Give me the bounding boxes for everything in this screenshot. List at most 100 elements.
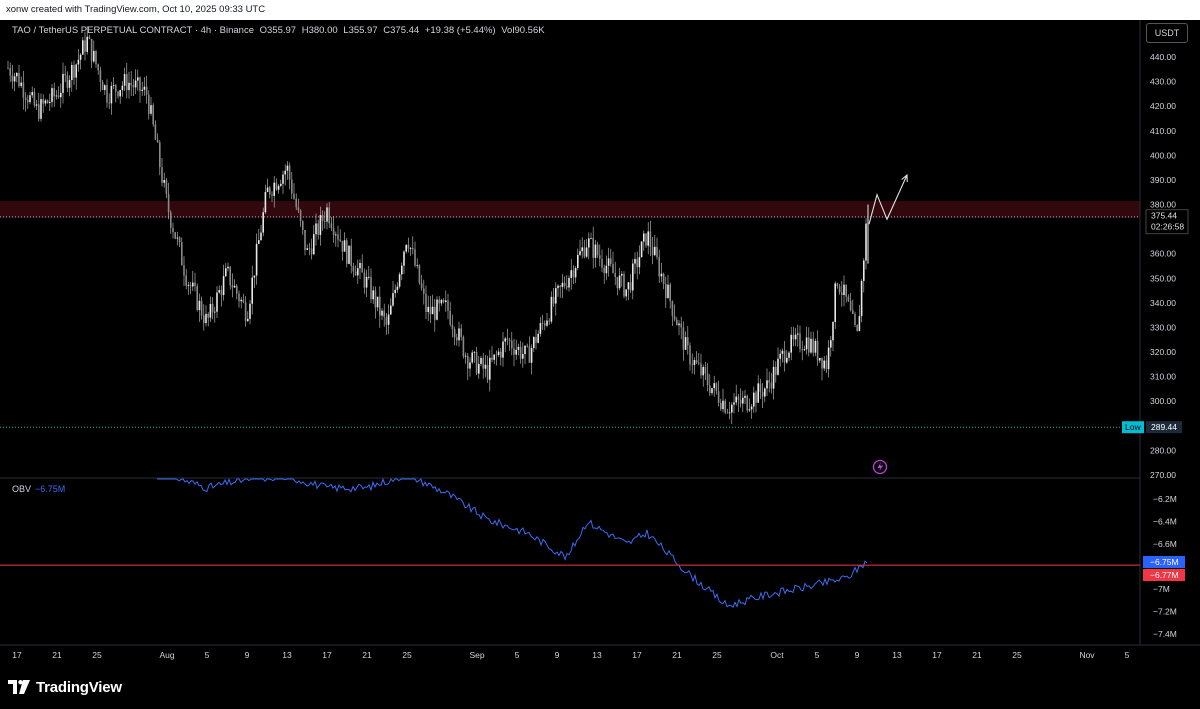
candle — [489, 349, 491, 392]
candle — [49, 93, 51, 112]
candle — [801, 340, 803, 361]
symbol-legend[interactable]: TAO / TetherUS PERPETUAL CONTRACT · 4h ·… — [12, 25, 548, 36]
candle — [561, 273, 564, 299]
candle — [603, 264, 605, 284]
candle — [735, 384, 737, 406]
candle — [458, 321, 460, 347]
candle — [838, 284, 841, 295]
candle — [447, 293, 449, 320]
candle — [174, 231, 176, 240]
candle — [484, 354, 487, 378]
candle — [264, 184, 267, 215]
candle — [601, 249, 603, 273]
candle — [557, 284, 559, 297]
candle — [20, 76, 22, 89]
candle — [123, 67, 126, 91]
obv-tick-label: −6.2M — [1153, 494, 1177, 504]
candle — [585, 239, 588, 259]
candle — [31, 86, 33, 99]
candle — [537, 330, 539, 344]
candle — [583, 239, 586, 259]
candle — [29, 91, 31, 105]
candle — [854, 311, 856, 328]
ohlc-high: H380.00 — [301, 25, 338, 36]
event-bolt-glyph — [877, 462, 883, 472]
candle — [680, 316, 682, 340]
candle — [825, 355, 828, 373]
candle — [332, 216, 335, 243]
candle — [724, 398, 726, 415]
candle — [548, 317, 550, 325]
candle — [68, 75, 71, 97]
candle — [460, 324, 462, 341]
candle — [678, 320, 680, 336]
obv-legend[interactable]: OBV −6.75M — [12, 484, 65, 494]
currency-button[interactable]: USDT — [1146, 23, 1188, 43]
candle — [515, 339, 517, 360]
candle — [552, 287, 555, 307]
candle — [423, 279, 425, 305]
ohlc-change: +19.38 (+5.44%) — [424, 25, 496, 36]
time-axis-label: 9 — [855, 650, 860, 660]
candle — [572, 265, 575, 285]
price-tick-label: 400.00 — [1150, 150, 1176, 160]
candle — [165, 177, 168, 199]
candle — [865, 218, 867, 270]
candle — [563, 276, 566, 289]
candle — [321, 210, 324, 231]
tradingview-logo[interactable]: TradingView — [8, 677, 122, 697]
candle — [836, 282, 839, 289]
candle — [656, 237, 658, 260]
price-tick-label: 340.00 — [1150, 298, 1176, 308]
candle — [755, 390, 757, 413]
candle — [792, 326, 795, 347]
candle — [592, 226, 594, 269]
candle — [849, 292, 852, 312]
candle — [240, 297, 242, 309]
time-axis-label: 21 — [672, 650, 682, 660]
candle — [196, 283, 198, 312]
candle — [682, 321, 685, 361]
candle — [258, 228, 260, 245]
candle — [416, 258, 418, 269]
candle — [768, 371, 770, 393]
candle — [225, 262, 227, 278]
candle — [856, 324, 858, 332]
candle — [623, 271, 625, 299]
candle — [119, 89, 121, 104]
event-bolt-icon — [872, 459, 888, 475]
time-axis-label: 25 — [1012, 650, 1022, 660]
candle — [577, 248, 579, 271]
candle — [22, 71, 25, 110]
time-axis-label: Aug — [159, 650, 174, 660]
ohlc-close: C375.44 — [383, 25, 420, 36]
candle — [673, 304, 676, 322]
candle — [530, 344, 533, 375]
candle — [24, 92, 27, 112]
symbol-name[interactable]: TAO / TetherUS PERPETUAL CONTRACT · 4h ·… — [12, 25, 254, 36]
candle — [693, 357, 696, 375]
candle — [640, 241, 643, 258]
candle — [79, 53, 82, 70]
candle — [715, 382, 718, 395]
candle — [517, 343, 520, 356]
candle — [90, 38, 93, 69]
brand-name: TradingView — [36, 678, 122, 696]
candle — [167, 182, 170, 220]
candle — [830, 335, 832, 357]
candle — [453, 326, 456, 346]
candle — [310, 238, 313, 260]
obv-tick-label: −6.4M — [1153, 517, 1177, 527]
candle — [205, 305, 207, 327]
obv-level-badge — [1143, 569, 1185, 581]
candle — [684, 331, 687, 350]
candle — [348, 245, 350, 265]
candle — [198, 293, 201, 322]
candle — [185, 268, 187, 290]
candle — [121, 81, 124, 97]
candle — [112, 77, 115, 90]
obv-line — [157, 477, 868, 609]
candle — [357, 259, 359, 284]
candle — [451, 314, 454, 338]
